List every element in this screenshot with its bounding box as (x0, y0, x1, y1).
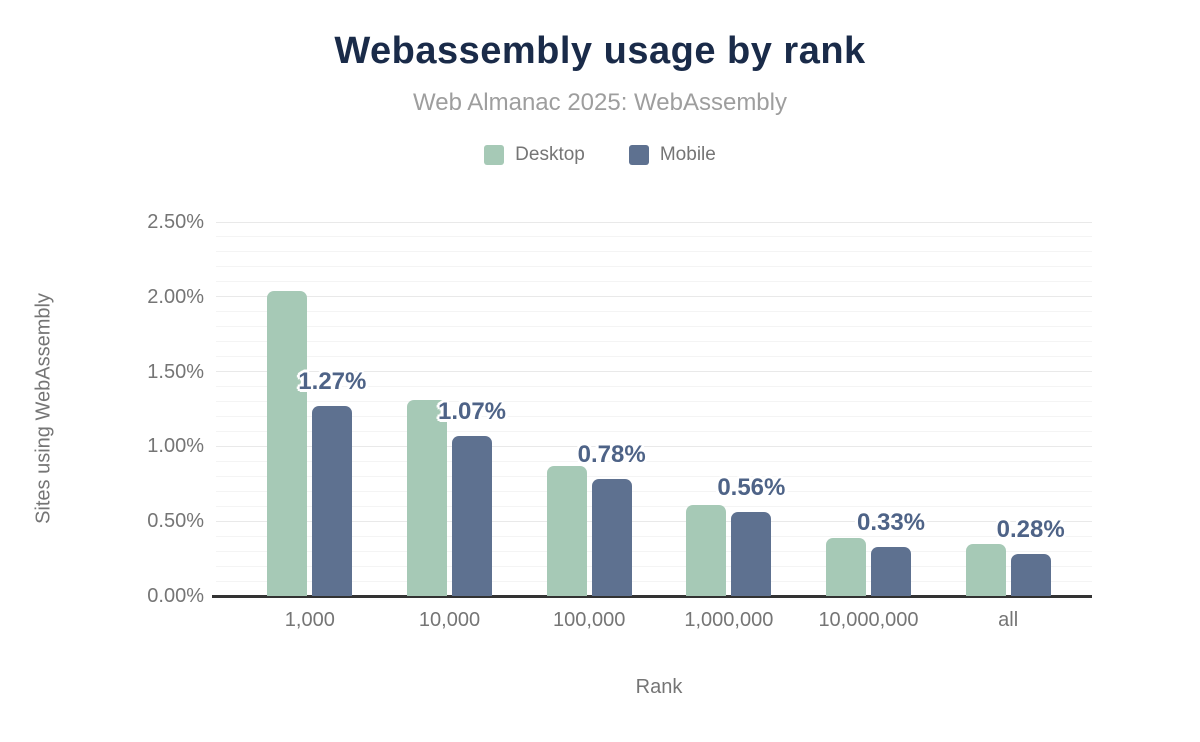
gridline-minor (216, 281, 1092, 283)
x-tick-label: 1,000 (284, 609, 335, 631)
legend-label-mobile: Mobile (659, 144, 716, 165)
gridline-minor (216, 341, 1092, 343)
mobile-bar[interactable] (1010, 554, 1051, 596)
gridline-major (216, 445, 1092, 447)
gridline-minor (216, 505, 1092, 507)
data-label: 1.07% (437, 397, 507, 425)
mobile-bar[interactable] (452, 435, 492, 596)
gridline-minor (216, 326, 1092, 328)
desktop-bar[interactable] (546, 465, 587, 596)
legend: Desktop Mobile (0, 144, 1200, 166)
mobile-bar[interactable] (731, 512, 772, 596)
gridline-major (216, 371, 1092, 373)
y-tick-label: 2.50% (147, 211, 204, 233)
y-tick-label: 1.00% (147, 435, 204, 458)
legend-item-mobile[interactable]: Mobile (628, 144, 716, 166)
data-label: 1.27% (298, 368, 367, 395)
y-tick-label: 0.00% (147, 585, 204, 607)
y-tick-label: 1.50% (147, 360, 204, 383)
gridline-minor (216, 475, 1092, 477)
mobile-swatch-icon (628, 145, 649, 165)
desktop-bar[interactable] (686, 504, 727, 596)
gridline-minor (216, 550, 1092, 552)
data-label: 0.56% (717, 474, 786, 502)
gridline-minor (216, 401, 1092, 403)
gridline-minor (216, 311, 1092, 313)
chart-subtitle: Web Almanac 2025: WebAssembly (413, 89, 787, 116)
gridline-minor (216, 356, 1092, 358)
gridline-minor (216, 565, 1092, 567)
x-axis-line (212, 595, 1092, 598)
gridline-minor (216, 251, 1092, 253)
data-label: 0.28% (996, 516, 1065, 544)
x-tick-label: 1,000,000 (684, 609, 774, 631)
mobile-bar[interactable] (871, 546, 911, 596)
data-label: 0.78% (577, 441, 646, 469)
desktop-bar[interactable] (407, 400, 447, 596)
x-axis-title: Rank (635, 676, 683, 698)
x-tick-label: 10,000,000 (818, 609, 919, 631)
y-axis-title: Sites using WebAssembly (32, 293, 55, 524)
gridline-minor (216, 535, 1092, 537)
mobile-bar[interactable] (591, 479, 632, 596)
gridline-minor (216, 430, 1092, 432)
gridline-minor (216, 490, 1092, 492)
chart-title: Webassembly usage by rank (334, 30, 866, 72)
gridline-minor (216, 386, 1092, 388)
y-tick-label: 0.50% (147, 510, 204, 533)
gridline-major (216, 520, 1092, 522)
gridline-minor (216, 415, 1092, 417)
x-tick-label: all (998, 609, 1019, 631)
data-label: 0.33% (856, 508, 926, 536)
mobile-bar[interactable] (312, 406, 353, 596)
desktop-bar[interactable] (826, 537, 866, 596)
gridline-major (216, 296, 1092, 298)
legend-item-desktop[interactable]: Desktop (484, 144, 585, 166)
gridline-minor (216, 580, 1092, 582)
gridline-minor (216, 266, 1092, 268)
x-tick-label: 10,000 (418, 609, 481, 631)
gridline-minor (216, 460, 1092, 462)
x-tick-label: 100,000 (553, 609, 626, 631)
desktop-swatch-icon (484, 145, 505, 165)
y-tick-label: 2.00% (147, 285, 204, 308)
gridline-minor (216, 236, 1092, 238)
desktop-bar[interactable] (267, 290, 308, 596)
gridline-major (216, 221, 1092, 223)
legend-label-desktop: Desktop (515, 144, 585, 165)
desktop-bar[interactable] (965, 543, 1006, 596)
